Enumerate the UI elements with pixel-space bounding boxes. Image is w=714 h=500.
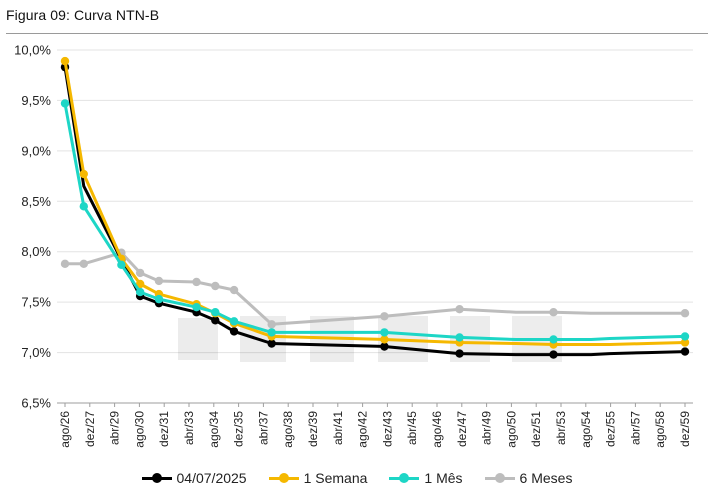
x-tick-label: dez/59 (678, 411, 692, 447)
y-tick-label: 10,0% (14, 43, 51, 58)
data-point (79, 169, 88, 179)
data-point (267, 339, 276, 348)
data-point (680, 309, 690, 318)
x-tick-label: dez/51 (529, 411, 543, 447)
data-point (79, 202, 88, 211)
y-tick-label: 7,5% (21, 295, 51, 310)
y-tick-label: 9,5% (21, 93, 51, 108)
y-tick-label: 6,5% (21, 396, 51, 411)
data-point (680, 338, 690, 347)
x-tick-label: abr/49 (480, 411, 494, 445)
x-tick-label: dez/31 (157, 411, 171, 447)
data-point (380, 335, 389, 344)
data-point (117, 260, 126, 270)
legend-item: 1 Mês (389, 470, 463, 486)
x-tick-label: dez/47 (455, 411, 469, 447)
series-line (63, 251, 687, 326)
data-point (229, 317, 239, 326)
chart-legend: 04/07/2025 1 Semana 1 Mês 6 Meses (0, 466, 714, 490)
legend-label: 6 Meses (519, 470, 573, 486)
data-point (192, 302, 201, 312)
legend-swatch (389, 473, 420, 483)
legend-item: 1 Semana (268, 470, 368, 486)
x-tick-label: ago/54 (579, 411, 593, 448)
legend-swatch (484, 473, 515, 483)
data-point (549, 335, 558, 344)
series-1-m-s (60, 99, 690, 344)
legend-swatch (268, 473, 299, 483)
data-point (135, 268, 145, 278)
x-tick-label: dez/39 (306, 411, 320, 447)
data-point (455, 333, 464, 342)
x-tick-label: dez/35 (232, 411, 246, 447)
data-point (455, 305, 464, 314)
x-tick-label: ago/58 (653, 411, 667, 448)
data-point (680, 332, 690, 341)
legend-swatch (141, 473, 172, 483)
title-divider (6, 33, 708, 34)
data-point (380, 312, 389, 321)
y-tick-label: 7,0% (21, 345, 51, 360)
data-point (60, 99, 70, 108)
data-point (229, 285, 239, 295)
x-tick-label: ago/46 (430, 411, 444, 448)
x-tick-label: abr/45 (405, 411, 419, 445)
data-point (229, 327, 239, 336)
series (60, 56, 690, 359)
data-point (79, 259, 88, 269)
data-point (380, 328, 389, 337)
x-tick-label: ago/50 (504, 411, 518, 448)
x-tick-label: dez/27 (83, 411, 97, 447)
data-point (192, 277, 201, 287)
x-tick-label: ago/38 (281, 411, 295, 448)
data-point (549, 350, 558, 359)
x-tick-label: abr/57 (628, 411, 642, 445)
data-point (549, 308, 558, 317)
data-point (154, 276, 164, 286)
x-tick-label: dez/55 (604, 411, 618, 447)
x-tick-label: ago/30 (132, 411, 146, 448)
data-point (60, 259, 70, 269)
data-point (680, 347, 690, 356)
data-point (135, 287, 145, 297)
x-tick-label: ago/42 (356, 411, 370, 448)
x-tick-label: abr/53 (554, 411, 568, 445)
data-point (135, 279, 145, 289)
x-tick-label: dez/43 (380, 411, 394, 447)
legend-label: 1 Semana (303, 470, 368, 486)
x-tick-label: abr/37 (256, 411, 270, 445)
axes: 6,5% 7,0% 7,5% 8,0% 8,5% 9,0% 9,5% 10,0% ago/26 d… (14, 43, 693, 448)
data-point (211, 281, 220, 291)
data-point (154, 294, 164, 304)
data-point (267, 320, 276, 329)
legend-label: 04/07/2025 (176, 470, 247, 486)
legend-item: 6 Meses (484, 470, 573, 486)
x-tick-label: abr/29 (108, 411, 122, 445)
y-tick-label: 9,0% (21, 143, 51, 158)
gridlines (57, 49, 693, 404)
y-tick-label: 8,5% (21, 194, 51, 209)
y-tick-label: 8,0% (21, 244, 51, 259)
data-point (380, 342, 389, 351)
data-point (60, 56, 70, 66)
series-6-meses (60, 248, 690, 329)
x-tick-label: abr/41 (331, 411, 345, 445)
series-line (63, 65, 687, 357)
data-point (211, 308, 220, 317)
figure-title: Figura 09: Curva NTN-B (6, 7, 160, 23)
x-tick-label: ago/34 (207, 411, 221, 448)
data-point (211, 316, 220, 325)
x-tick-label: ago/26 (58, 411, 72, 448)
ntnb-curve-chart: 6,5% 7,0% 7,5% 8,0% 8,5% 9,0% 9,5% 10,0% ago/26 d… (14, 43, 693, 448)
legend-label: 1 Mês (424, 470, 463, 486)
data-point (455, 349, 464, 358)
legend-item: 04/07/2025 (141, 470, 247, 486)
data-point (267, 328, 276, 337)
x-tick-label: abr/33 (182, 411, 196, 445)
